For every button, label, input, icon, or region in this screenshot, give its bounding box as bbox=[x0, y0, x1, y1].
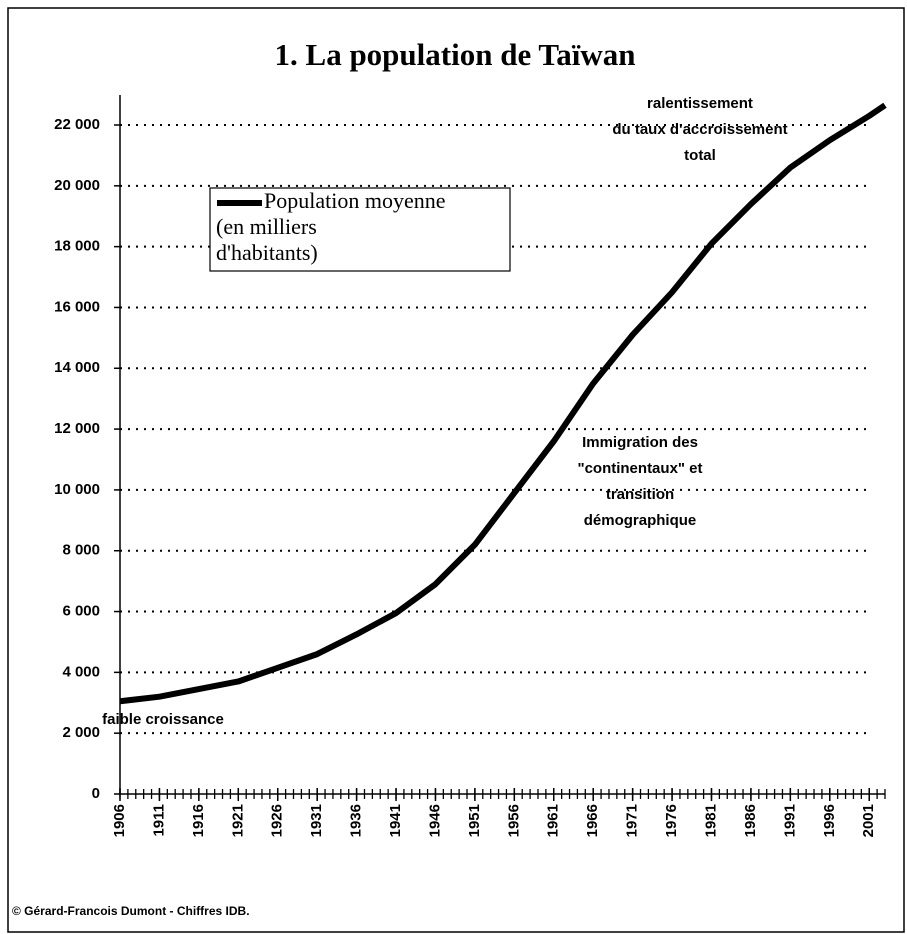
x-tick-label: 1971 bbox=[624, 804, 641, 837]
y-tick-label: 2 000 bbox=[62, 724, 100, 741]
annotation: du taux d'accroissement bbox=[612, 121, 787, 138]
y-tick-label: 10 000 bbox=[54, 481, 100, 498]
x-tick-label: 1996 bbox=[821, 804, 838, 837]
x-tick-label: 1966 bbox=[584, 804, 601, 837]
y-tick-label: 14 000 bbox=[54, 359, 100, 376]
legend-line: Population moyenne bbox=[264, 188, 445, 213]
annotation: transition bbox=[606, 486, 674, 503]
annotation: Immigration des bbox=[582, 434, 698, 451]
x-tick-label: 2001 bbox=[860, 804, 877, 837]
y-tick-label: 16 000 bbox=[54, 298, 100, 315]
annotation: démographique bbox=[584, 512, 697, 529]
x-tick-label: 1976 bbox=[663, 804, 680, 837]
x-tick-label: 1931 bbox=[308, 804, 325, 837]
x-tick-label: 1906 bbox=[111, 804, 128, 837]
y-tick-label: 6 000 bbox=[62, 603, 100, 620]
x-tick-label: 1926 bbox=[269, 804, 286, 837]
annotation: "continentaux" et bbox=[577, 460, 702, 477]
x-tick-label: 1981 bbox=[702, 804, 719, 837]
x-tick-label: 1916 bbox=[190, 804, 207, 837]
x-tick-label: 1946 bbox=[426, 804, 443, 837]
legend-label: Population moyenne (en milliers d'habitant… bbox=[216, 188, 445, 265]
annotation: ralentissement bbox=[647, 95, 753, 112]
frame bbox=[7, 7, 905, 933]
y-tick-label: 4 000 bbox=[62, 663, 100, 680]
y-tick-label: 22 000 bbox=[54, 116, 100, 133]
legend-line: d'habitants) bbox=[216, 240, 318, 265]
population-line bbox=[119, 102, 887, 705]
annotation: total bbox=[684, 147, 716, 164]
source: © Gérard-Francois Dumont - Chiffres IDB. bbox=[12, 904, 250, 918]
y-tick-label: 0 bbox=[92, 785, 100, 802]
x-tick-label: 1936 bbox=[348, 804, 365, 837]
legend-line: (en milliers bbox=[216, 214, 317, 239]
x-tick-label: 1991 bbox=[781, 804, 798, 837]
x-tick-label: 1921 bbox=[229, 804, 246, 837]
y-tick-label: 8 000 bbox=[62, 542, 100, 559]
y-tick-label: 12 000 bbox=[54, 420, 100, 437]
y-tick-label: 18 000 bbox=[54, 238, 100, 255]
x-tick-label: 1911 bbox=[150, 804, 167, 837]
y-tick-label: 20 000 bbox=[54, 177, 100, 194]
x-tick-label: 1986 bbox=[742, 804, 759, 837]
chart-title: 1. La population de Taïwan bbox=[275, 37, 636, 72]
x-tick-label: 1941 bbox=[387, 804, 404, 837]
x-tick-label: 1961 bbox=[545, 804, 562, 837]
annotation: faible croissance bbox=[102, 711, 224, 728]
x-tick-label: 1956 bbox=[505, 804, 522, 837]
x-tick-label: 1951 bbox=[466, 804, 483, 837]
legend-box bbox=[209, 187, 511, 272]
